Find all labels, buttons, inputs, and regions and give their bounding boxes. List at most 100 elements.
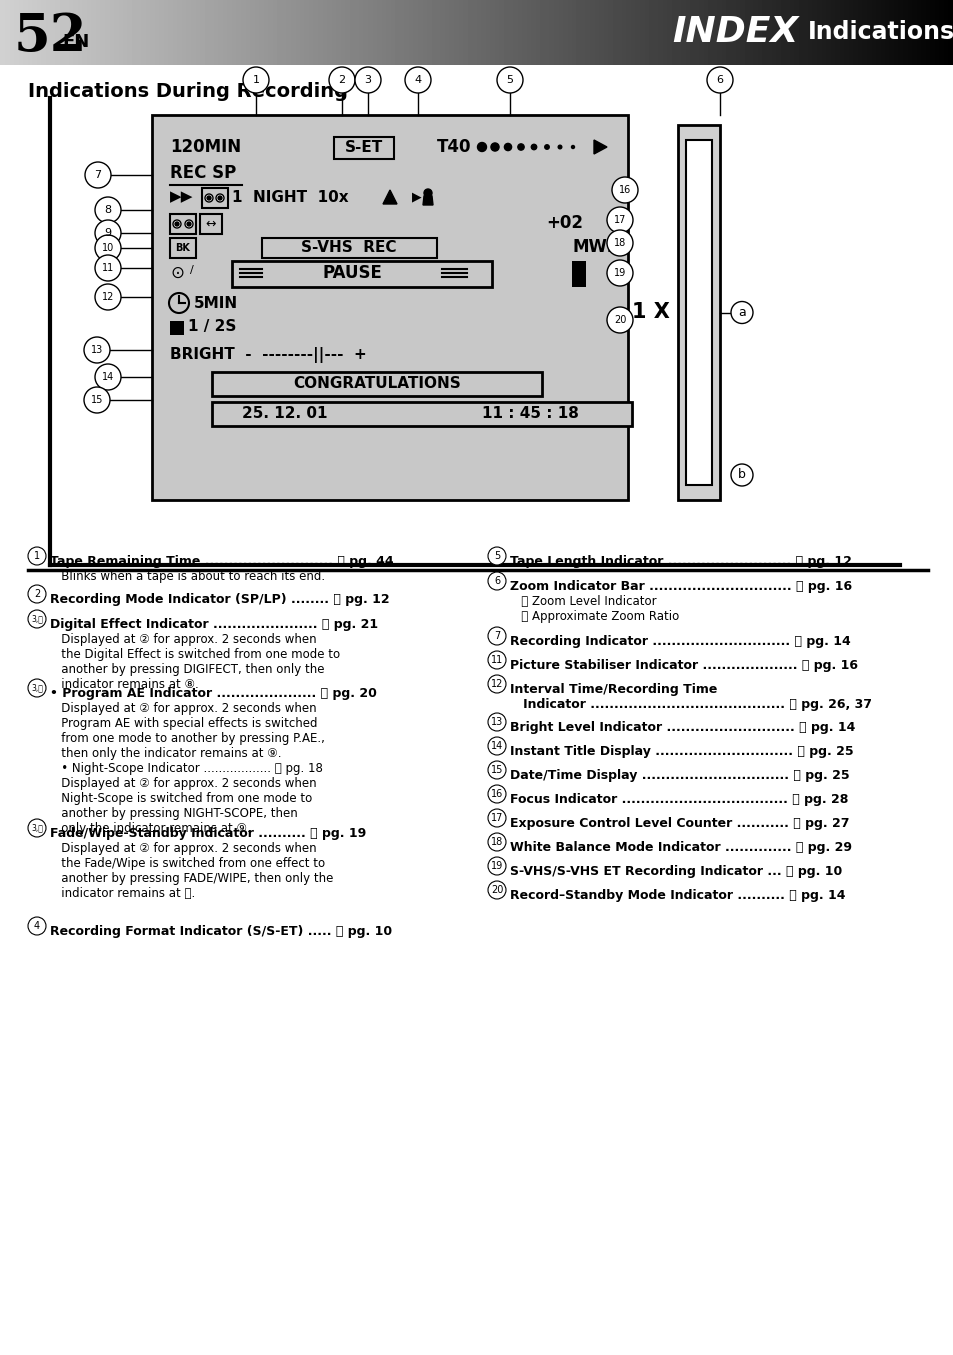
- Text: +02: +02: [545, 214, 582, 232]
- Text: INDEX: INDEX: [671, 15, 798, 49]
- Text: 16: 16: [618, 186, 631, 195]
- Text: 25. 12. 01: 25. 12. 01: [242, 405, 327, 420]
- Circle shape: [28, 917, 46, 935]
- Text: Interval Time/Recording Time: Interval Time/Recording Time: [510, 683, 717, 696]
- Circle shape: [355, 66, 380, 93]
- Text: 12: 12: [490, 679, 502, 688]
- Text: /: /: [190, 266, 193, 275]
- Text: 16: 16: [491, 789, 502, 799]
- Circle shape: [612, 178, 638, 203]
- Bar: [152, 115, 627, 500]
- Text: 8: 8: [104, 205, 112, 215]
- Polygon shape: [382, 190, 396, 205]
- Text: Record–Standby Mode Indicator .......... ⨾ pg. 14: Record–Standby Mode Indicator ..........…: [510, 889, 844, 902]
- Circle shape: [329, 66, 355, 93]
- Circle shape: [28, 818, 46, 837]
- Circle shape: [488, 737, 505, 755]
- Circle shape: [606, 230, 633, 256]
- Circle shape: [405, 66, 431, 93]
- Text: Blinks when a tape is about to reach its end.: Blinks when a tape is about to reach its…: [50, 570, 325, 583]
- Circle shape: [488, 547, 505, 565]
- Text: 20: 20: [490, 885, 502, 896]
- Text: 2: 2: [34, 589, 40, 599]
- Text: T40: T40: [436, 138, 471, 156]
- Circle shape: [207, 196, 211, 201]
- Text: Zoom Indicator Bar .............................. ⨾ pg. 16: Zoom Indicator Bar .....................…: [510, 580, 851, 593]
- Text: Recording Format Indicator (S/S-ET) ..... ⨾ pg. 10: Recording Format Indicator (S/S-ET) ....…: [50, 925, 392, 938]
- Circle shape: [95, 285, 121, 310]
- Circle shape: [488, 762, 505, 779]
- Text: 4: 4: [34, 921, 40, 931]
- Polygon shape: [594, 140, 606, 154]
- Bar: [678, 125, 720, 500]
- Text: another by pressing NIGHT-SCOPE, then: another by pressing NIGHT-SCOPE, then: [50, 808, 297, 820]
- Bar: [212, 373, 541, 396]
- Text: 5: 5: [494, 551, 499, 561]
- Text: Night-Scope is switched from one mode to: Night-Scope is switched from one mode to: [50, 793, 312, 805]
- Circle shape: [28, 547, 46, 565]
- Text: 13: 13: [491, 717, 502, 728]
- Text: Displayed at ② for approx. 2 seconds when: Displayed at ② for approx. 2 seconds whe…: [50, 841, 316, 855]
- Circle shape: [606, 308, 633, 333]
- Circle shape: [187, 222, 191, 226]
- Circle shape: [558, 145, 561, 149]
- Text: Fade/Wipe-Standby Indicator .......... ⨾ pg. 19: Fade/Wipe-Standby Indicator .......... ⨾…: [50, 827, 366, 840]
- Text: MWB: MWB: [573, 238, 619, 256]
- Text: 15: 15: [490, 766, 502, 775]
- Text: 7: 7: [494, 631, 499, 641]
- Circle shape: [84, 337, 110, 363]
- Circle shape: [488, 881, 505, 898]
- Circle shape: [169, 293, 189, 313]
- Bar: [212, 402, 631, 425]
- Text: then only the indicator remains at ⑨.: then only the indicator remains at ⑨.: [50, 747, 281, 760]
- Circle shape: [28, 610, 46, 627]
- Circle shape: [517, 144, 523, 150]
- Circle shape: [28, 585, 46, 603]
- Text: ▶▶: ▶▶: [170, 190, 193, 205]
- Polygon shape: [422, 196, 433, 205]
- Circle shape: [730, 463, 752, 486]
- Circle shape: [497, 66, 522, 93]
- Text: Date/Time Display ............................... ⨾ pg. 25: Date/Time Display ......................…: [510, 770, 849, 782]
- Circle shape: [706, 66, 732, 93]
- Text: CONGRATULATIONS: CONGRATULATIONS: [293, 375, 460, 390]
- Text: S-VHS/S-VHS ET Recording Indicator ... ⨾ pg. 10: S-VHS/S-VHS ET Recording Indicator ... ⨾…: [510, 864, 841, 878]
- Circle shape: [606, 260, 633, 286]
- Bar: [200, 214, 222, 234]
- Circle shape: [488, 650, 505, 669]
- Text: EN: EN: [62, 33, 90, 51]
- Text: a: a: [738, 306, 745, 318]
- Text: S-ET: S-ET: [345, 140, 383, 154]
- Circle shape: [95, 220, 121, 247]
- Text: 14: 14: [491, 741, 502, 751]
- Circle shape: [95, 234, 121, 262]
- Text: 13: 13: [91, 346, 103, 355]
- Text: 4: 4: [414, 75, 421, 85]
- Text: another by pressing FADE/WIPE, then only the: another by pressing FADE/WIPE, then only…: [50, 873, 333, 885]
- Circle shape: [95, 364, 121, 390]
- Text: another by pressing DIGIFECT, then only the: another by pressing DIGIFECT, then only …: [50, 663, 324, 676]
- Text: Recording Mode Indicator (SP/LP) ........ ⨾ pg. 12: Recording Mode Indicator (SP/LP) .......…: [50, 593, 389, 606]
- Text: 1  NIGHT  10x: 1 NIGHT 10x: [232, 190, 348, 205]
- Text: 3: 3: [364, 75, 371, 85]
- Circle shape: [28, 679, 46, 696]
- Text: the Digital Effect is switched from one mode to: the Digital Effect is switched from one …: [50, 648, 340, 661]
- Bar: [170, 238, 195, 257]
- Text: 6: 6: [716, 75, 722, 85]
- Text: 7: 7: [94, 169, 101, 180]
- Text: from one mode to another by pressing P.AE.,: from one mode to another by pressing P.A…: [50, 732, 325, 745]
- Text: ↔: ↔: [206, 218, 216, 230]
- Circle shape: [218, 196, 222, 201]
- Text: BRIGHT  -  --------||---  +: BRIGHT - --------||--- +: [170, 347, 366, 363]
- Text: Displayed at ② for approx. 2 seconds when: Displayed at ② for approx. 2 seconds whe…: [50, 776, 316, 790]
- Text: 5: 5: [506, 75, 513, 85]
- Text: indicator remains at ⑭.: indicator remains at ⑭.: [50, 888, 195, 900]
- Circle shape: [488, 675, 505, 692]
- Circle shape: [85, 163, 111, 188]
- Text: • Program AE Indicator ..................... ⨾ pg. 20: • Program AE Indicator .................…: [50, 687, 376, 701]
- Bar: [202, 188, 228, 209]
- Text: the Fade/Wipe is switched from one effect to: the Fade/Wipe is switched from one effec…: [50, 856, 325, 870]
- Text: 2: 2: [338, 75, 345, 85]
- Circle shape: [491, 142, 498, 150]
- Text: Program AE with special effects is switched: Program AE with special effects is switc…: [50, 717, 317, 730]
